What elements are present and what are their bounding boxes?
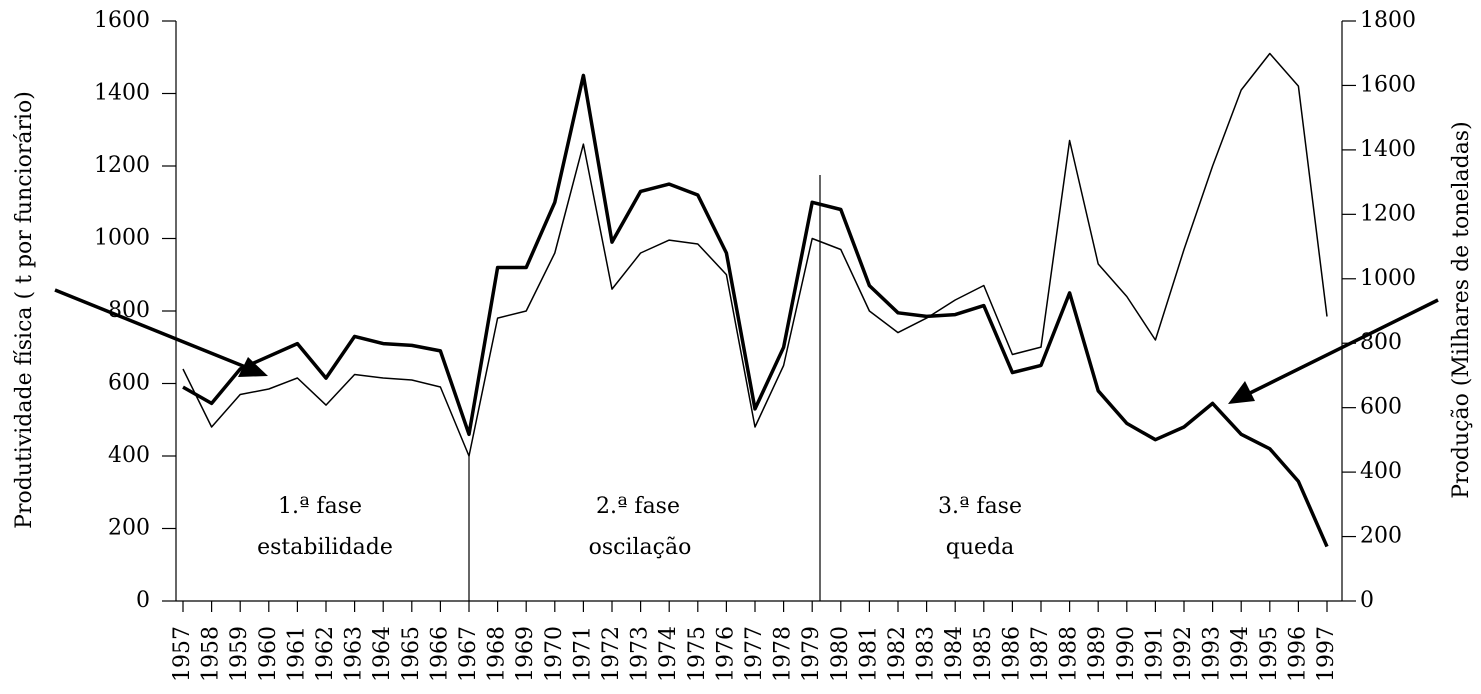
x-tick-label: 1996: [1285, 626, 1310, 682]
x-tick-label: 1957: [170, 626, 195, 682]
y2-tick-label: 1600: [1360, 72, 1416, 97]
x-tick-label: 1994: [1228, 626, 1253, 682]
y-tick-label: 0: [136, 588, 150, 613]
y2-tick-label: 1000: [1360, 266, 1416, 291]
x-tick-label: 1990: [1114, 626, 1139, 682]
y2-tick-label: 400: [1360, 459, 1402, 484]
x-tick-label: 1977: [742, 626, 767, 682]
y2-tick-label: 1800: [1360, 8, 1416, 33]
y2-axis-title: Produção (Milhares de toneladas): [1449, 121, 1474, 498]
x-tick-label: 1964: [370, 626, 395, 682]
x-tick-label: 1988: [1057, 626, 1082, 682]
series-line: [182, 52, 1328, 457]
x-tick-label: 1975: [685, 626, 710, 682]
y-axis-title: Produtividade física ( t por funciorário…: [12, 91, 37, 529]
x-tick-label: 1982: [885, 626, 910, 682]
x-tick-label: 1984: [942, 626, 967, 682]
y-tick-label: 1400: [94, 81, 150, 106]
annotation: queda: [946, 535, 1014, 560]
x-tick-label: 1995: [1257, 626, 1282, 682]
y-tick-label: 1000: [94, 226, 150, 251]
x-tick-label: 1969: [513, 626, 538, 682]
x-tick-label: 1966: [427, 626, 452, 682]
x-tick-label: 1972: [599, 626, 624, 682]
x-tick-label: 1976: [713, 626, 738, 682]
x-tick-label: 1989: [1085, 626, 1110, 682]
x-tick-label: 1968: [485, 626, 510, 682]
x-tick-label: 1970: [542, 626, 567, 682]
y2-tick-label: 600: [1360, 395, 1402, 420]
x-tick-label: 1962: [313, 626, 338, 682]
x-tick-label: 1958: [199, 626, 224, 682]
x-tick-label: 1961: [284, 626, 309, 682]
arrow: [1228, 298, 1439, 404]
x-tick-label: 1985: [971, 626, 996, 682]
y2-tick-label: 0: [1360, 588, 1374, 613]
y-tick-label: 1200: [94, 153, 150, 178]
arrow: [54, 288, 268, 377]
x-tick-label: 1963: [342, 626, 367, 682]
y2-tick-label: 200: [1360, 524, 1402, 549]
x-tick-label: 1993: [1200, 626, 1225, 682]
x-tick-label: 1973: [628, 626, 653, 682]
annotation: 3.ª fase: [938, 494, 1022, 519]
x-tick-label: 1981: [856, 626, 881, 682]
annotation: 1.ª fase: [278, 494, 362, 519]
y2-tick-label: 800: [1360, 330, 1402, 355]
y-tick-label: 1600: [94, 8, 150, 33]
annotation: oscilação: [589, 535, 692, 560]
x-tick-label: 1974: [656, 626, 681, 682]
x-tick-label: 1979: [799, 626, 824, 682]
x-tick-label: 1959: [227, 626, 252, 682]
series-line: [182, 73, 1329, 548]
x-tick-label: 1987: [1028, 626, 1053, 682]
x-tick-label: 1997: [1314, 626, 1339, 682]
x-tick-label: 1986: [999, 626, 1024, 682]
y2-tick-label: 1200: [1360, 201, 1416, 226]
y-tick-label: 400: [108, 443, 150, 468]
annotation: estabilidade: [257, 535, 393, 560]
y-tick-label: 600: [108, 371, 150, 396]
y-tick-label: 200: [108, 516, 150, 541]
x-tick-label: 1971: [570, 626, 595, 682]
x-tick-label: 1965: [399, 626, 424, 682]
y-tick-label: 800: [108, 298, 150, 323]
annotation: 2.ª fase: [596, 494, 680, 519]
x-tick-label: 1967: [456, 626, 481, 682]
y2-tick-label: 1400: [1360, 137, 1416, 162]
x-tick-label: 1983: [914, 626, 939, 682]
x-tick-label: 1978: [771, 626, 796, 682]
x-tick-label: 1960: [256, 626, 281, 682]
x-tick-label: 1991: [1142, 626, 1167, 682]
x-tick-label: 1980: [828, 626, 853, 682]
x-tick-label: 1992: [1171, 626, 1196, 682]
